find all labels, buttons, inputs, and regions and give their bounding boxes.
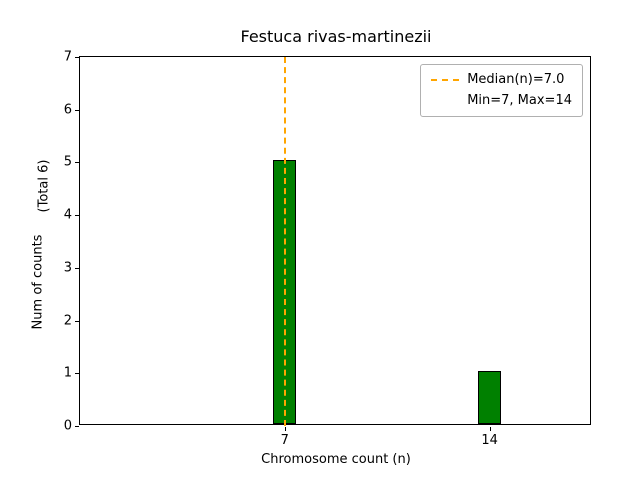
legend-empty-handle bbox=[431, 100, 459, 102]
legend-label-minmax: Min=7, Max=14 bbox=[467, 93, 572, 108]
bar-x14 bbox=[477, 371, 502, 424]
legend-entry-median: Median(n)=7.0 bbox=[431, 72, 572, 87]
y-tick-mark bbox=[75, 215, 79, 217]
y-tick-mark bbox=[75, 57, 79, 58]
y-tick-mark bbox=[75, 162, 79, 164]
legend-label-median: Median(n)=7.0 bbox=[467, 72, 565, 87]
x-tick-mark bbox=[284, 427, 286, 431]
median-line bbox=[283, 57, 286, 426]
legend-entry-minmax: Min=7, Max=14 bbox=[431, 93, 572, 108]
legend: Median(n)=7.0 Min=7, Max=14 bbox=[420, 64, 583, 117]
x-tick-label-7: 7 bbox=[280, 433, 289, 448]
y-tick-mark bbox=[75, 320, 79, 322]
y-tick-label-7: 7 bbox=[63, 49, 72, 65]
y-tick-mark bbox=[75, 109, 79, 111]
y-tick-label-4: 4 bbox=[63, 207, 72, 223]
x-tick-mark bbox=[489, 427, 491, 431]
y-tick-label-5: 5 bbox=[63, 154, 72, 170]
x-tick-label-14: 14 bbox=[481, 433, 498, 448]
y-tick-mark bbox=[75, 267, 79, 269]
y-tick-label-0: 0 bbox=[63, 418, 72, 434]
y-tick-label-1: 1 bbox=[63, 365, 72, 381]
chart-title: Festuca rivas-martinezii bbox=[240, 27, 432, 46]
y-tick-mark bbox=[75, 373, 79, 375]
y-tick-mark bbox=[75, 426, 79, 427]
y-tick-label-3: 3 bbox=[63, 260, 72, 276]
plot-area: Median(n)=7.0 Min=7, Max=14 bbox=[79, 56, 591, 426]
x-axis-label: Chromosome count (n) bbox=[261, 452, 411, 467]
y-tick-label-6: 6 bbox=[63, 102, 72, 118]
y-tick-label-2: 2 bbox=[63, 313, 72, 329]
median-dashed-line-swatch bbox=[431, 78, 460, 81]
